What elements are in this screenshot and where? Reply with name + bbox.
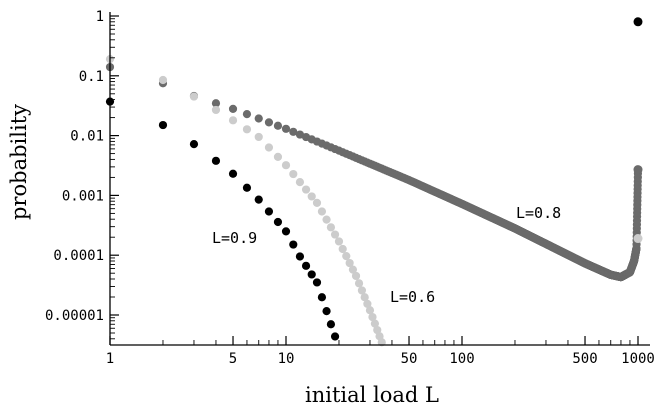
x-tick-label: 1 [106, 351, 114, 367]
axes [109, 12, 650, 346]
data-point [345, 258, 354, 268]
data-point [281, 124, 291, 133]
data-point [330, 332, 340, 341]
data-point [338, 244, 347, 254]
data-point [264, 118, 274, 127]
data-point [158, 120, 168, 130]
data-point [326, 223, 336, 232]
plot-marks [105, 17, 643, 347]
data-point [264, 207, 274, 216]
x-tick-label: 50 [401, 351, 418, 367]
data-point [289, 169, 298, 179]
data-point [273, 152, 283, 161]
data-point [211, 99, 221, 108]
data-point [348, 265, 358, 274]
data-point [158, 75, 168, 85]
data-point [317, 207, 327, 216]
y-tick-label: 1 [96, 9, 104, 25]
data-point [254, 195, 263, 204]
data-point [273, 217, 283, 227]
x-tick-label: 1000 [621, 351, 655, 367]
data-point [351, 271, 361, 281]
data-point [228, 169, 238, 178]
y-axis-title: probability [7, 104, 31, 220]
data-point [242, 183, 252, 192]
data-point [307, 270, 316, 279]
data-point [373, 325, 382, 335]
data-point [254, 132, 263, 142]
data-point [295, 178, 305, 187]
x-axis-title: initial load L [305, 383, 439, 407]
data-point [357, 286, 367, 295]
data-point [330, 230, 340, 239]
series-label-L-0.6: L=0.6 [390, 288, 435, 306]
endpoint-point [633, 234, 643, 244]
data-point [211, 105, 221, 115]
x-ticks: 1 5 10 50 100 500 1000 [106, 336, 655, 367]
data-point [228, 116, 238, 125]
data-point [312, 198, 322, 207]
endpoint-points [633, 17, 643, 244]
data-point [281, 161, 291, 170]
y-tick-label: 0.001 [62, 188, 104, 204]
data-point [289, 240, 298, 249]
data-point [365, 306, 375, 315]
data-point [289, 127, 298, 136]
data-point [242, 110, 252, 119]
y-tick-label: 0.0001 [53, 248, 104, 264]
series-label-L-0.8: L=0.8 [516, 204, 561, 222]
data-point [281, 227, 291, 236]
data-point [228, 104, 238, 113]
x-tick-label: 500 [572, 351, 597, 367]
data-point [189, 140, 199, 149]
data-point [295, 252, 305, 261]
data-point [254, 114, 263, 123]
series-0 [105, 62, 643, 282]
data-point [301, 185, 311, 194]
data-point [211, 156, 221, 165]
y-ticks: 1 0.1 0.01 0.001 0.0001 0.00001 [45, 9, 119, 340]
data-point [354, 279, 364, 288]
data-point [307, 192, 316, 201]
data-point [322, 307, 331, 316]
data-point [264, 143, 274, 152]
data-point [360, 293, 369, 302]
data-point [301, 261, 311, 270]
data-point [342, 252, 351, 261]
data-point [317, 293, 327, 302]
x-tick-label: 10 [278, 351, 295, 367]
series-2 [105, 97, 340, 341]
data-point [377, 338, 386, 347]
data-point [273, 121, 283, 130]
data-point [242, 125, 252, 134]
data-point [370, 319, 380, 328]
x-tick-label: 5 [229, 351, 237, 367]
data-point [189, 92, 199, 101]
y-tick-label: 0.00001 [45, 308, 104, 324]
series-label-L-0.9: L=0.9 [212, 229, 257, 247]
data-point [312, 278, 322, 287]
x-tick-label: 100 [449, 351, 474, 367]
y-tick-label: 0.1 [79, 69, 104, 85]
data-point [326, 320, 336, 329]
data-point [368, 312, 377, 322]
series-1 [105, 55, 386, 347]
data-point [363, 299, 372, 308]
data-point [322, 215, 331, 224]
y-tick-label: 0.01 [70, 129, 104, 145]
data-point [334, 237, 344, 246]
endpoint-point [633, 165, 643, 175]
endpoint-point [633, 17, 643, 27]
